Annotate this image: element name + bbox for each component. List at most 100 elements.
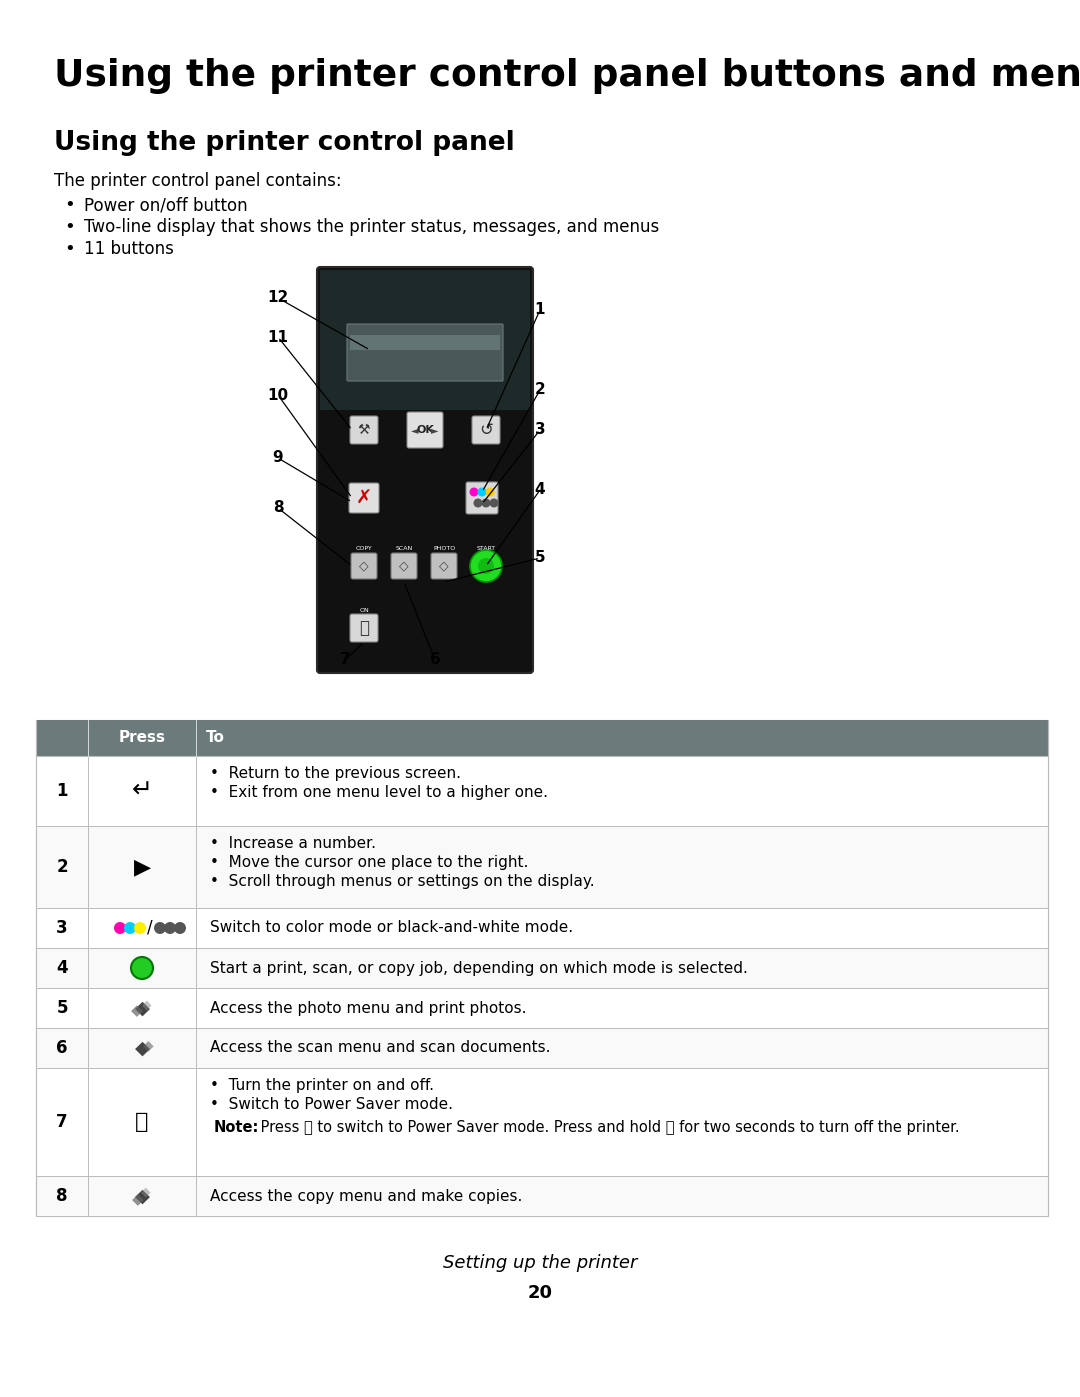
Text: Press ⏻ to switch to Power Saver mode. Press and hold ⏻ for two seconds to turn : Press ⏻ to switch to Power Saver mode. P… bbox=[256, 1120, 960, 1134]
Text: Press: Press bbox=[119, 731, 165, 746]
Text: 1: 1 bbox=[56, 782, 68, 800]
Text: 7: 7 bbox=[340, 652, 350, 668]
Text: To: To bbox=[206, 731, 225, 746]
FancyBboxPatch shape bbox=[407, 412, 443, 448]
Circle shape bbox=[486, 488, 495, 496]
FancyBboxPatch shape bbox=[391, 553, 417, 578]
Text: 1: 1 bbox=[535, 303, 545, 317]
Text: 3: 3 bbox=[535, 422, 545, 437]
Circle shape bbox=[482, 499, 490, 507]
Text: ON: ON bbox=[360, 609, 369, 613]
Text: 6: 6 bbox=[56, 1039, 68, 1058]
Text: ⚒: ⚒ bbox=[357, 423, 370, 437]
Text: SCAN: SCAN bbox=[395, 546, 413, 552]
Text: ◆: ◆ bbox=[131, 1003, 143, 1018]
Circle shape bbox=[114, 922, 126, 935]
Text: •  Turn the printer on and off.: • Turn the printer on and off. bbox=[210, 1078, 434, 1092]
FancyBboxPatch shape bbox=[351, 553, 377, 578]
Text: Access the copy menu and make copies.: Access the copy menu and make copies. bbox=[210, 1189, 523, 1203]
Circle shape bbox=[131, 957, 153, 979]
Circle shape bbox=[154, 922, 166, 935]
FancyBboxPatch shape bbox=[465, 482, 498, 514]
Text: COPY: COPY bbox=[355, 546, 373, 552]
Text: ◆: ◆ bbox=[135, 999, 149, 1017]
Text: ►: ► bbox=[431, 425, 438, 434]
Text: 3: 3 bbox=[56, 919, 68, 937]
Text: ◇: ◇ bbox=[440, 560, 449, 573]
Text: 10: 10 bbox=[268, 387, 288, 402]
Text: •  Increase a number.: • Increase a number. bbox=[210, 835, 376, 851]
Bar bbox=[350, 335, 500, 351]
Text: 9: 9 bbox=[272, 450, 283, 465]
Text: PHOTO: PHOTO bbox=[433, 546, 455, 552]
Circle shape bbox=[124, 922, 136, 935]
Text: Access the photo menu and print photos.: Access the photo menu and print photos. bbox=[210, 1000, 527, 1016]
Circle shape bbox=[174, 922, 186, 935]
Text: Two-line display that shows the printer status, messages, and menus: Two-line display that shows the printer … bbox=[84, 218, 659, 236]
Circle shape bbox=[477, 488, 486, 496]
Text: 11 buttons: 11 buttons bbox=[84, 240, 174, 258]
Text: 11: 11 bbox=[268, 330, 288, 345]
Text: •: • bbox=[64, 240, 75, 258]
Bar bbox=[320, 270, 530, 409]
Text: •  Return to the previous screen.: • Return to the previous screen. bbox=[210, 766, 461, 781]
Text: •: • bbox=[64, 218, 75, 236]
Bar bbox=[36, 1028, 1048, 1067]
Text: 4: 4 bbox=[56, 958, 68, 977]
Circle shape bbox=[489, 499, 499, 507]
Bar bbox=[36, 1067, 1048, 1176]
Text: •  Scroll through menus or settings on the display.: • Scroll through menus or settings on th… bbox=[210, 875, 595, 888]
Bar bbox=[36, 949, 1048, 988]
Text: 7: 7 bbox=[56, 1113, 68, 1132]
Text: The printer control panel contains:: The printer control panel contains: bbox=[54, 172, 341, 190]
Circle shape bbox=[470, 488, 478, 496]
Text: 20: 20 bbox=[527, 1284, 553, 1302]
Text: ✗: ✗ bbox=[355, 489, 373, 507]
FancyBboxPatch shape bbox=[349, 483, 379, 513]
Text: Note:: Note: bbox=[214, 1120, 259, 1134]
Text: 8: 8 bbox=[272, 500, 283, 515]
Text: ↵: ↵ bbox=[132, 780, 152, 803]
Text: •  Move the cursor one place to the right.: • Move the cursor one place to the right… bbox=[210, 855, 528, 870]
Bar bbox=[36, 719, 1048, 1215]
Circle shape bbox=[134, 922, 146, 935]
Text: 2: 2 bbox=[56, 858, 68, 876]
Text: 5: 5 bbox=[56, 999, 68, 1017]
FancyBboxPatch shape bbox=[318, 267, 534, 673]
Text: ⏻: ⏻ bbox=[135, 1112, 149, 1132]
Text: Using the printer control panel buttons and menus: Using the printer control panel buttons … bbox=[54, 59, 1080, 94]
Text: ◆: ◆ bbox=[135, 1038, 149, 1058]
Text: •  Switch to Power Saver mode.: • Switch to Power Saver mode. bbox=[210, 1097, 453, 1112]
FancyBboxPatch shape bbox=[350, 416, 378, 444]
FancyBboxPatch shape bbox=[347, 324, 503, 381]
Text: Setting up the printer: Setting up the printer bbox=[443, 1255, 637, 1273]
Text: ▶: ▶ bbox=[134, 856, 150, 877]
Text: 4: 4 bbox=[535, 482, 545, 497]
Text: ◆: ◆ bbox=[132, 1193, 144, 1207]
Text: ◆: ◆ bbox=[141, 1186, 151, 1199]
Text: 2: 2 bbox=[535, 383, 545, 398]
Text: ↺: ↺ bbox=[480, 420, 492, 439]
Text: ◄: ◄ bbox=[411, 425, 419, 434]
Text: /: / bbox=[147, 919, 152, 937]
Bar bbox=[36, 756, 1048, 826]
Circle shape bbox=[164, 922, 176, 935]
Bar bbox=[36, 719, 1048, 756]
Text: ◇: ◇ bbox=[400, 560, 409, 573]
Text: ⏻: ⏻ bbox=[359, 619, 369, 637]
Text: START: START bbox=[476, 546, 496, 552]
Text: Power on/off button: Power on/off button bbox=[84, 196, 247, 214]
Text: ◆: ◆ bbox=[143, 1038, 153, 1052]
FancyBboxPatch shape bbox=[472, 416, 500, 444]
Text: •: • bbox=[64, 196, 75, 214]
Text: •  Exit from one menu level to a higher one.: • Exit from one menu level to a higher o… bbox=[210, 785, 548, 800]
Text: ◆: ◆ bbox=[135, 1186, 149, 1206]
Circle shape bbox=[470, 550, 502, 583]
Circle shape bbox=[478, 557, 494, 574]
Bar bbox=[36, 1176, 1048, 1215]
Text: 12: 12 bbox=[268, 291, 288, 306]
Text: ◇: ◇ bbox=[360, 560, 368, 573]
Bar bbox=[36, 826, 1048, 908]
Text: OK: OK bbox=[416, 425, 434, 434]
Circle shape bbox=[473, 499, 483, 507]
